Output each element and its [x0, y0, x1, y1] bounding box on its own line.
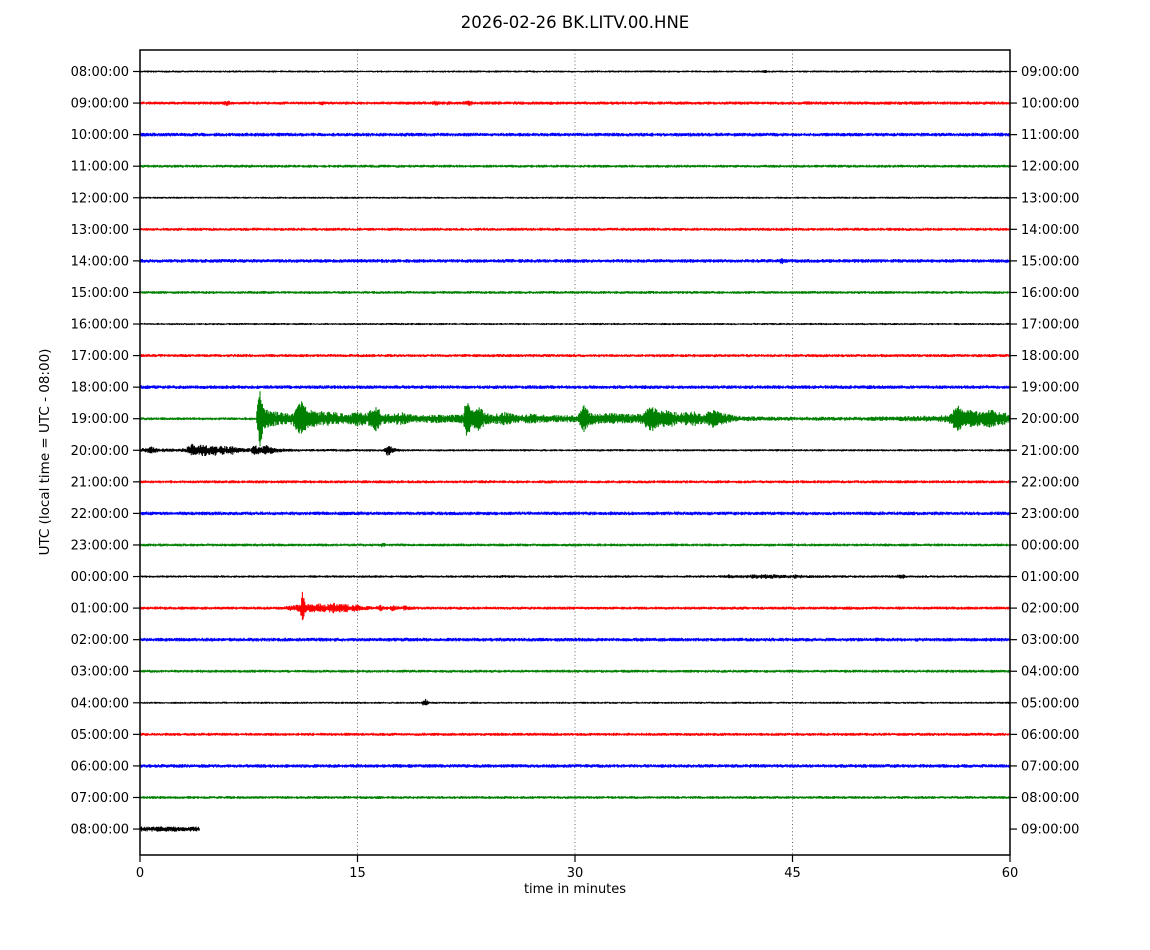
end-time-label: 17:00:00: [1021, 318, 1079, 333]
x-tick-label: 15: [349, 866, 366, 881]
seismic-trace: [139, 669, 1011, 673]
utc-time-label: 02:00:00: [71, 633, 129, 648]
utc-time-label: 16:00:00: [71, 318, 129, 333]
x-tick-label: 45: [784, 866, 801, 881]
end-time-label: 16:00:00: [1021, 286, 1079, 301]
seismic-trace: [139, 764, 1011, 768]
end-time-label: 11:00:00: [1021, 128, 1079, 143]
seismic-trace: [139, 796, 1011, 799]
end-time-label: 12:00:00: [1021, 160, 1079, 175]
end-time-label: 20:00:00: [1021, 412, 1079, 427]
end-time-label: 04:00:00: [1021, 665, 1079, 680]
utc-time-label: 10:00:00: [71, 128, 129, 143]
utc-time-label: 08:00:00: [71, 823, 129, 838]
seismic-trace: [139, 826, 200, 832]
end-time-label: 01:00:00: [1021, 570, 1079, 585]
utc-time-label: 08:00:00: [71, 65, 129, 80]
utc-time-label: 21:00:00: [71, 475, 129, 490]
x-tick-label: 30: [567, 866, 584, 881]
end-time-label: 21:00:00: [1021, 444, 1079, 459]
end-time-label: 10:00:00: [1021, 97, 1079, 112]
utc-time-label: 14:00:00: [71, 254, 129, 269]
seismic-trace: [139, 354, 1011, 358]
end-time-label: 09:00:00: [1021, 65, 1079, 80]
end-time-label: 13:00:00: [1021, 191, 1079, 206]
end-time-label: 02:00:00: [1021, 602, 1079, 617]
end-time-label: 08:00:00: [1021, 791, 1079, 806]
end-time-label: 19:00:00: [1021, 381, 1079, 396]
end-time-label: 09:00:00: [1021, 823, 1079, 838]
end-time-label: 23:00:00: [1021, 507, 1079, 522]
utc-time-label: 11:00:00: [71, 160, 129, 175]
utc-time-label: 19:00:00: [71, 412, 129, 427]
end-time-label: 07:00:00: [1021, 759, 1079, 774]
end-time-label: 05:00:00: [1021, 696, 1079, 711]
utc-time-label: 22:00:00: [71, 507, 129, 522]
utc-time-label: 09:00:00: [71, 97, 129, 112]
end-time-label: 14:00:00: [1021, 223, 1079, 238]
utc-time-label: 23:00:00: [71, 538, 129, 553]
x-tick-label: 60: [1002, 866, 1019, 881]
x-tick-label: 0: [136, 866, 144, 881]
end-time-label: 15:00:00: [1021, 254, 1079, 269]
seismic-trace: [139, 511, 1011, 516]
seismic-trace: [139, 732, 1011, 736]
seismic-trace: [139, 322, 1011, 326]
utc-time-label: 20:00:00: [71, 444, 129, 459]
utc-time-label: 04:00:00: [71, 696, 129, 711]
end-time-label: 18:00:00: [1021, 349, 1079, 364]
seismic-trace: [139, 164, 1011, 168]
end-time-label: 00:00:00: [1021, 538, 1079, 553]
utc-time-label: 07:00:00: [71, 791, 129, 806]
end-time-label: 22:00:00: [1021, 475, 1079, 490]
utc-time-label: 03:00:00: [71, 665, 129, 680]
seismic-trace: [139, 196, 1011, 199]
seismic-trace: [139, 385, 1011, 389]
chart-title: 2026-02-26 BK.LITV.00.HNE: [460, 13, 690, 32]
utc-time-label: 01:00:00: [71, 602, 129, 617]
seismic-trace: [139, 698, 1011, 706]
utc-time-label: 13:00:00: [71, 223, 129, 238]
end-time-label: 06:00:00: [1021, 728, 1079, 743]
end-time-label: 03:00:00: [1021, 633, 1079, 648]
utc-time-label: 05:00:00: [71, 728, 129, 743]
utc-time-label: 15:00:00: [71, 286, 129, 301]
utc-time-label: 17:00:00: [71, 349, 129, 364]
seismic-trace: [139, 227, 1011, 231]
utc-time-label: 18:00:00: [71, 381, 129, 396]
utc-time-label: 06:00:00: [71, 759, 129, 774]
utc-time-label: 12:00:00: [71, 191, 129, 206]
x-axis-label: time in minutes: [523, 882, 627, 897]
utc-time-label: 00:00:00: [71, 570, 129, 585]
seismic-trace: [139, 574, 1011, 579]
